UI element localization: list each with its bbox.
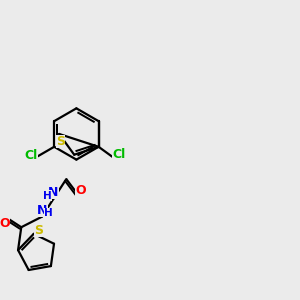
Text: N: N bbox=[48, 186, 58, 199]
Text: H: H bbox=[43, 190, 52, 200]
Text: S: S bbox=[56, 135, 65, 148]
Text: O: O bbox=[0, 217, 10, 230]
Text: O: O bbox=[76, 184, 86, 196]
Text: N: N bbox=[37, 204, 48, 217]
Text: S: S bbox=[34, 224, 43, 237]
Text: Cl: Cl bbox=[25, 149, 38, 162]
Text: H: H bbox=[44, 208, 53, 218]
Text: Cl: Cl bbox=[112, 148, 125, 161]
